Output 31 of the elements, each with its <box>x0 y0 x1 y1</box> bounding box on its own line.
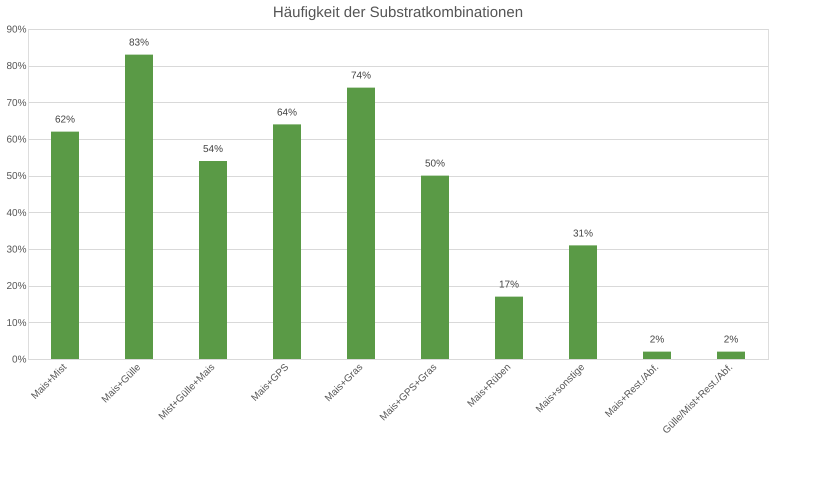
data-label: 64% <box>276 107 298 118</box>
bar <box>717 352 745 359</box>
data-label: 2% <box>724 334 738 346</box>
bar <box>273 124 301 359</box>
data-label: 54% <box>202 144 224 155</box>
data-label: 17% <box>498 280 520 291</box>
bar <box>421 176 449 359</box>
y-tick-label: 20% <box>6 281 27 292</box>
data-label: 2% <box>650 334 664 346</box>
bar <box>125 54 153 359</box>
y-tick-label: 70% <box>6 98 27 109</box>
y-tick-label: 10% <box>6 318 27 329</box>
y-tick-label: 80% <box>6 61 27 72</box>
bar <box>569 245 597 359</box>
bar <box>643 352 671 359</box>
chart-title: Häufigkeit der Substratkombinationen <box>272 4 524 21</box>
data-label: 31% <box>572 228 594 240</box>
bar <box>495 296 523 359</box>
data-label: 83% <box>128 38 150 49</box>
y-tick-label: 60% <box>6 134 27 146</box>
y-tick-label: 30% <box>6 244 27 256</box>
bar <box>51 132 79 359</box>
bar <box>199 161 227 359</box>
bar <box>347 88 375 359</box>
y-tick-label: 40% <box>6 208 27 219</box>
y-tick-label: 50% <box>6 171 27 182</box>
y-tick-label: 90% <box>6 24 27 36</box>
data-label: 50% <box>424 158 446 170</box>
data-label: 74% <box>350 70 372 82</box>
data-label: 62% <box>54 114 76 126</box>
y-tick-label: 0% <box>12 354 27 366</box>
